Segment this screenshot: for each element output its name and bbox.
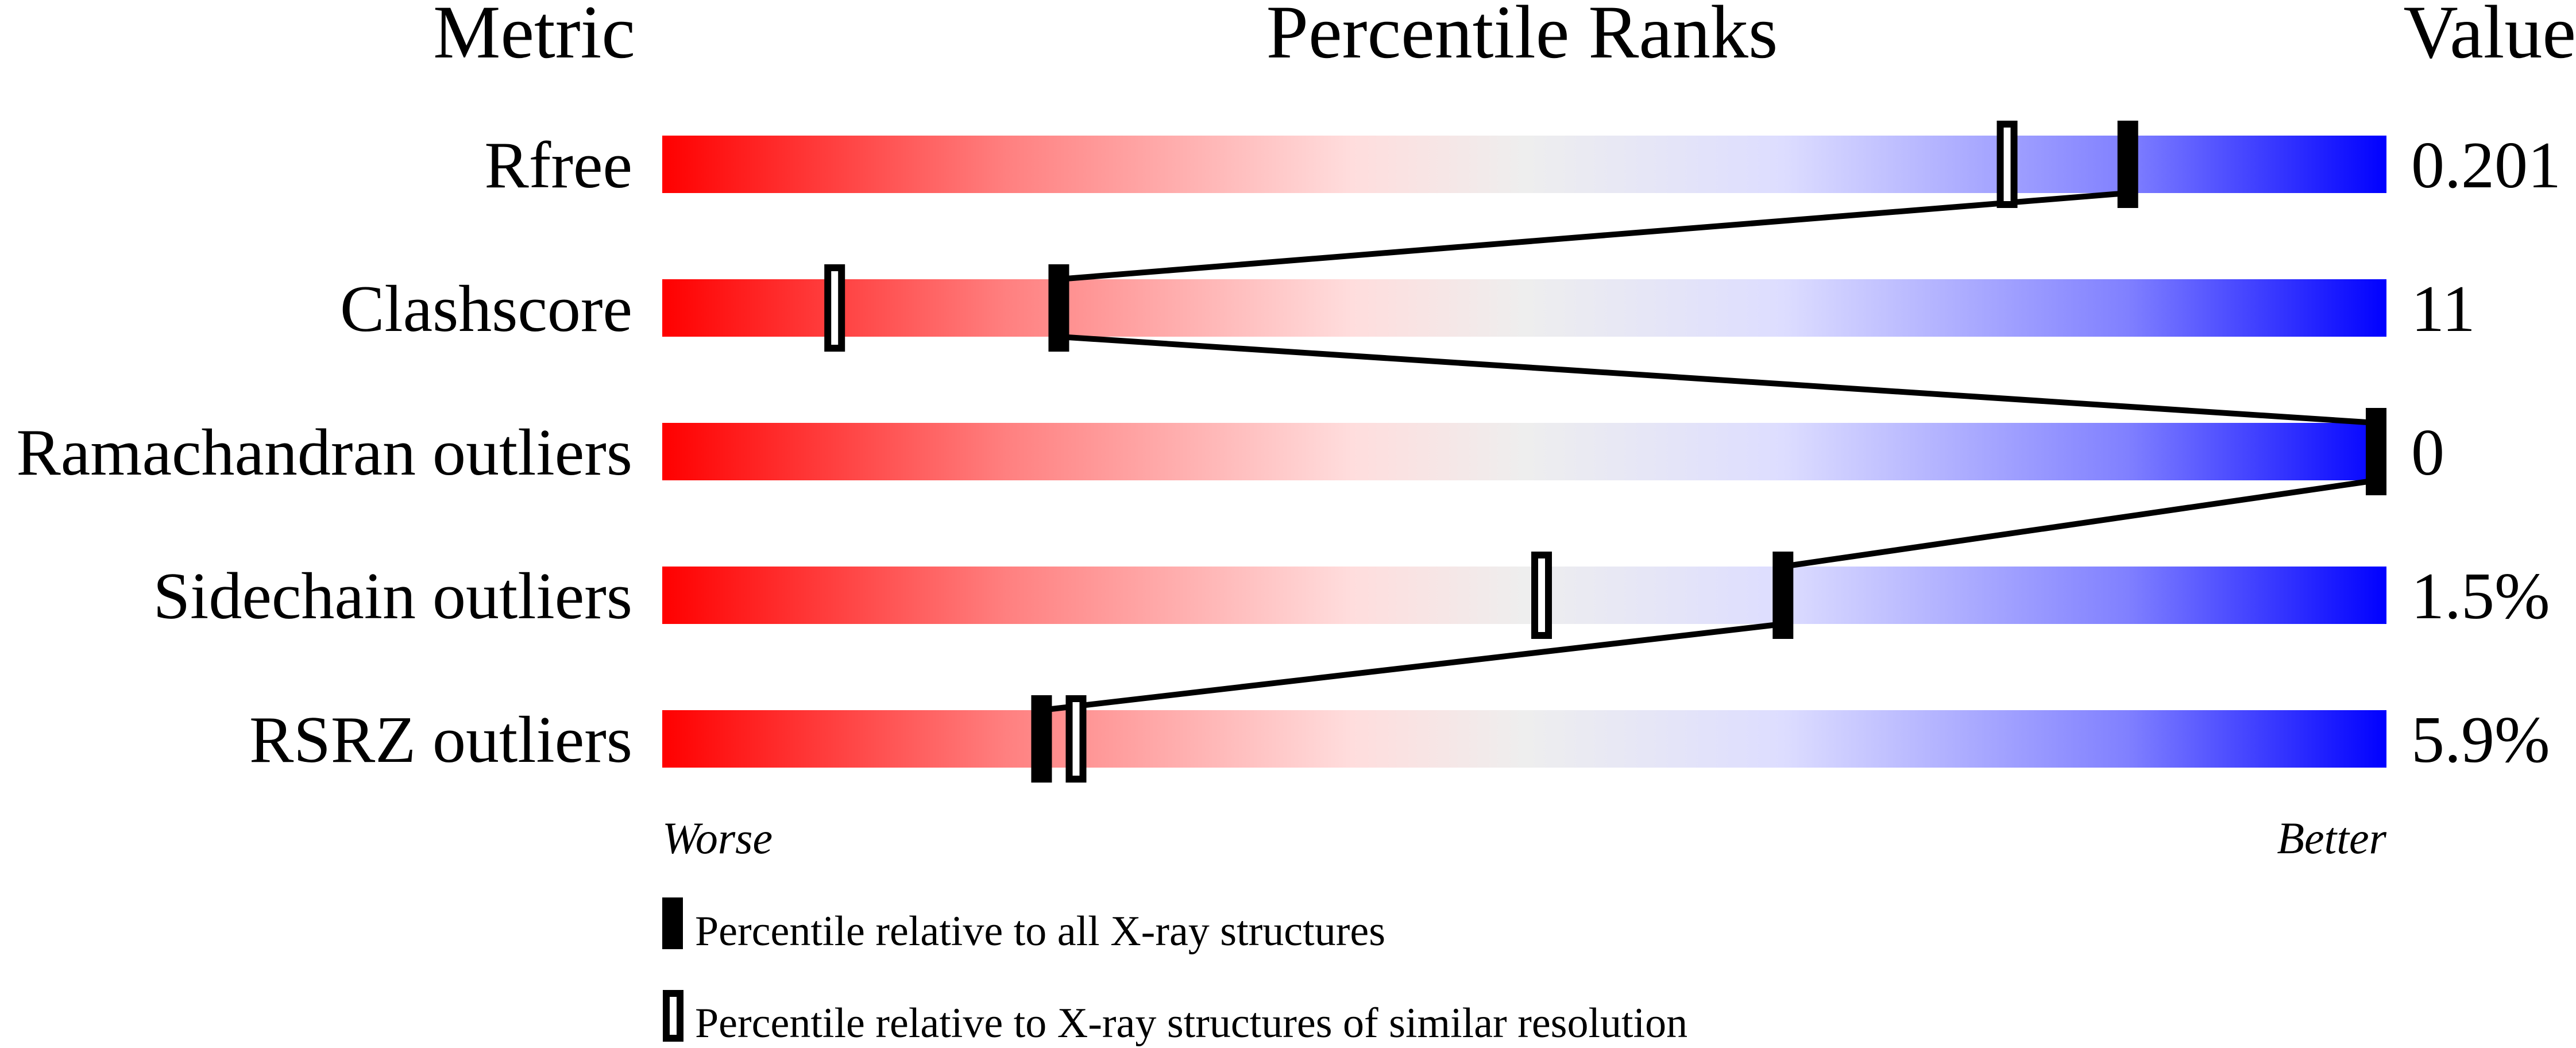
metric-label: Ramachandran outliers [16, 416, 632, 490]
metric-value: 0 [2411, 416, 2444, 490]
connector-line [1059, 190, 2129, 282]
marker-all-structures [2117, 121, 2138, 208]
percentile-bar [662, 567, 2386, 624]
percentile-bar [662, 423, 2386, 480]
percentile-bar [662, 136, 2386, 193]
marker-similar-resolution [824, 264, 845, 352]
connector-line [1782, 477, 2377, 569]
metric-label: Clashscore [340, 272, 632, 346]
metric-value: 11 [2411, 272, 2475, 346]
percentile-bar [662, 710, 2386, 768]
marker-similar-resolution [1996, 121, 2018, 208]
metric-label: RSRZ outliers [249, 703, 632, 777]
percentile-bar [662, 279, 2386, 337]
header-percentile-ranks: Percentile Ranks [1266, 0, 1778, 74]
axis-label-better: Better [2277, 813, 2386, 863]
legend-label-similar: Percentile relative to X-ray structures … [695, 1000, 1687, 1047]
marker-all-structures [1031, 695, 1052, 783]
marker-all-structures [2366, 408, 2386, 495]
metric-value: 5.9% [2411, 703, 2550, 777]
metric-label: Rfree [484, 129, 632, 202]
metric-value: 1.5% [2411, 560, 2550, 633]
metric-label: Sidechain outliers [153, 560, 632, 633]
marker-all-structures [1048, 264, 1069, 352]
legend-open-marker-icon [663, 990, 683, 1042]
connector-line [1059, 334, 2377, 426]
metric-value: 0.201 [2411, 129, 2561, 202]
marker-all-structures [1772, 552, 1794, 639]
header-metric: Metric [433, 0, 635, 74]
connector-line [1041, 621, 1783, 713]
legend-label-all: Percentile relative to all X-ray structu… [695, 908, 1385, 955]
legend-filled-marker-icon [662, 897, 683, 949]
marker-similar-resolution [1531, 552, 1552, 639]
axis-label-worse: Worse [662, 813, 773, 863]
header-value: Value [2403, 0, 2576, 74]
marker-similar-resolution [1065, 695, 1087, 783]
